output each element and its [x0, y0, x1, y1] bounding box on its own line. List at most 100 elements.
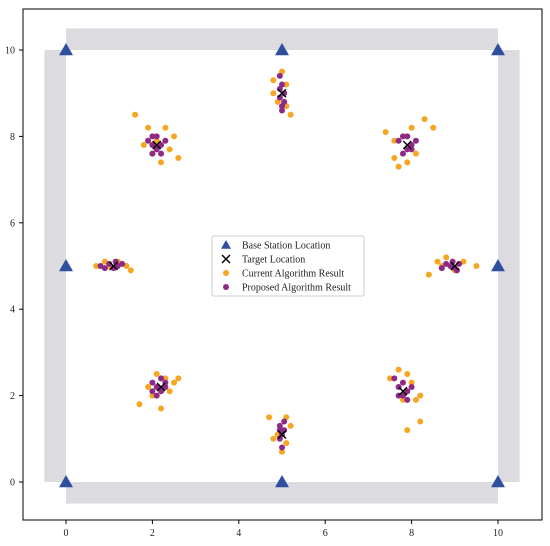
x-tick-label-1: 2 [150, 528, 155, 539]
point-2-62 [404, 427, 411, 434]
y-axis: 0 2 4 6 8 10 [5, 46, 23, 489]
x-tick-label-2: 4 [236, 528, 241, 539]
point-3-8 [149, 142, 156, 149]
point-2-57 [404, 371, 411, 377]
point-2-46 [149, 392, 156, 399]
legend-box [211, 235, 365, 297]
point-2-48 [266, 414, 273, 421]
point-2-30 [127, 267, 134, 274]
point-2-49 [270, 435, 277, 442]
legend-label-2: Current Algorithm Result [242, 269, 344, 280]
point-2-9 [153, 137, 160, 144]
legend-marker-3 [223, 284, 229, 290]
point-3-20 [408, 142, 415, 149]
point-3-39 [149, 379, 156, 386]
point-2-47 [166, 388, 173, 395]
point-2-22 [430, 124, 437, 131]
legend-label-0: Base Station Location [242, 241, 330, 252]
point-0-2 [491, 43, 505, 56]
legend-marker-1 [221, 254, 231, 264]
y-tick-label-1: 2 [10, 391, 15, 402]
wall-3 [66, 482, 498, 504]
point-1-0-b [152, 140, 162, 150]
point-2-6 [166, 146, 173, 153]
point-1-7-b [398, 386, 408, 396]
point-2-40 [145, 383, 152, 390]
point-3-0 [145, 137, 152, 144]
point-2-26 [93, 263, 100, 269]
point-0-0 [59, 43, 73, 56]
point-1-1-b [277, 88, 287, 98]
point-2-55 [387, 375, 393, 382]
point-3-51 [279, 444, 285, 451]
point-3-43 [158, 375, 165, 382]
point-2-32 [425, 271, 432, 278]
legend-marker-2 [223, 270, 229, 276]
point-3-44 [153, 392, 160, 399]
point-3-18 [399, 133, 406, 140]
point-2-39 [136, 401, 143, 408]
point-3-30 [101, 265, 108, 272]
point-2-2 [162, 124, 169, 131]
series-0 [59, 43, 505, 488]
point-2-23 [404, 159, 411, 166]
point-1-0 [152, 140, 162, 150]
point-2-20 [408, 124, 415, 131]
point-2-52 [279, 448, 285, 455]
point-1-5 [156, 382, 166, 392]
point-2-16 [283, 81, 290, 88]
point-3-40 [153, 383, 160, 390]
y-tick-label-5: 10 [5, 46, 15, 57]
point-2-3 [171, 133, 177, 140]
point-2-4 [140, 142, 147, 149]
point-2-61 [399, 396, 406, 403]
y-tick-label-0: 0 [10, 478, 15, 489]
point-1-3 [109, 261, 119, 271]
x-axis: 0 2 4 6 8 10 [64, 520, 503, 539]
marks [59, 43, 505, 488]
point-3-7 [153, 133, 160, 140]
legend-label-3: Proposed Algorithm Result [242, 283, 351, 294]
y-tick-label-4: 8 [10, 132, 15, 143]
point-3-46 [149, 388, 156, 395]
point-2-59 [412, 396, 419, 403]
series-1 [109, 88, 460, 439]
point-2-63 [417, 418, 424, 425]
point-3-9 [276, 72, 283, 79]
point-2-54 [283, 440, 290, 447]
point-0-6 [275, 475, 289, 488]
point-1-7 [398, 386, 408, 396]
point-3-47 [276, 422, 283, 429]
point-2-24 [391, 137, 398, 144]
point-3-19 [404, 146, 411, 153]
point-2-41 [153, 371, 160, 377]
point-0-1 [275, 43, 289, 56]
point-2-1 [145, 124, 152, 131]
point-0-7 [491, 475, 505, 488]
point-3-4 [149, 150, 156, 157]
point-1-3-b [109, 261, 119, 271]
point-3-56 [399, 379, 406, 386]
x-tick-label-5: 10 [493, 528, 503, 539]
point-1-5-b [156, 382, 166, 392]
point-2-15 [270, 90, 277, 97]
point-0-3 [59, 259, 73, 272]
point-2-25 [412, 150, 419, 157]
point-3-6 [158, 150, 165, 157]
point-3-14 [281, 98, 288, 105]
wall-0 [44, 50, 66, 482]
legend-marker-1-b [221, 254, 231, 264]
point-3-1 [149, 133, 156, 140]
legend: Base Station Location Target Location Curr… [211, 235, 365, 297]
point-2-45 [158, 405, 165, 412]
point-2-42 [162, 375, 169, 382]
point-2-58 [408, 379, 415, 386]
point-2-33 [434, 258, 441, 265]
point-3-29 [119, 260, 126, 267]
point-0-4 [491, 259, 505, 272]
point-3-21 [399, 150, 406, 157]
point-1-6-b [277, 429, 287, 439]
point-2-18 [391, 155, 398, 161]
x-tick-label-3: 6 [323, 528, 328, 539]
point-3-54 [391, 375, 398, 382]
